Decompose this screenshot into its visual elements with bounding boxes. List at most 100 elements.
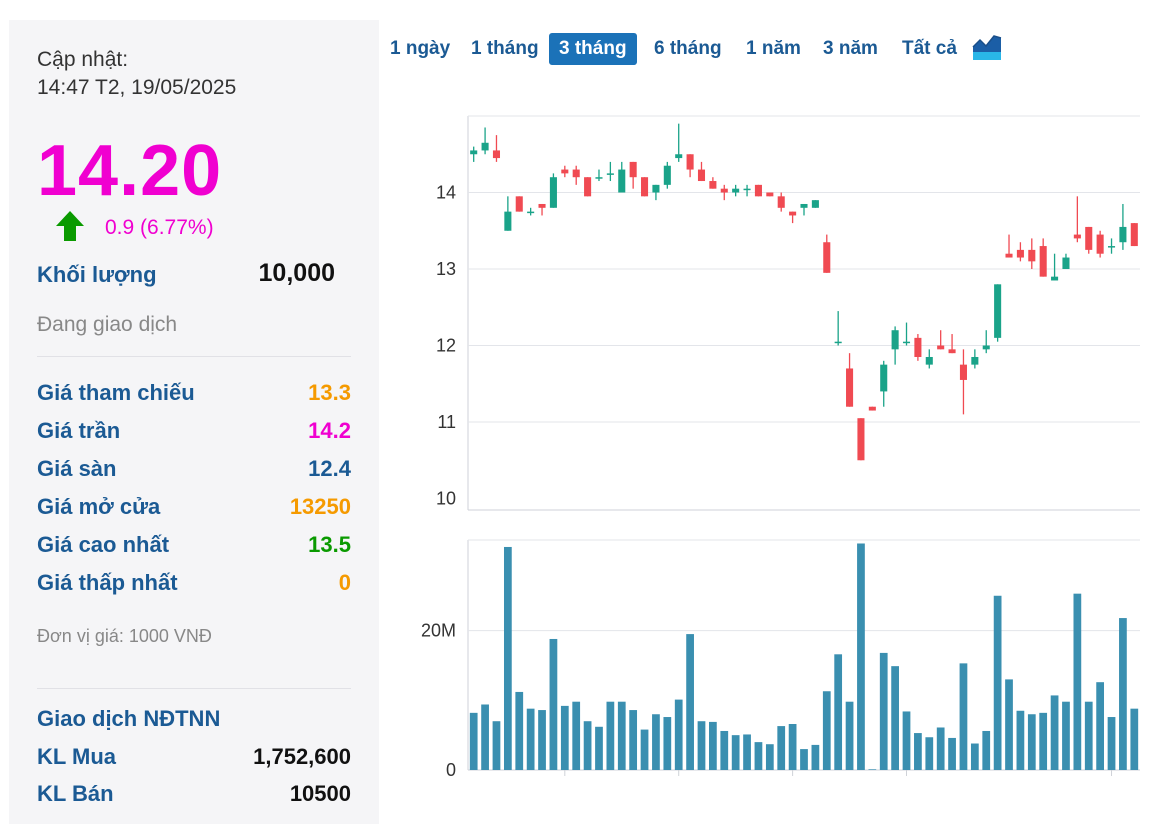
candle [618, 161, 626, 193]
candle [595, 169, 603, 182]
candle [891, 326, 899, 365]
volume-bar [948, 737, 956, 770]
candle [641, 177, 649, 197]
candle [1062, 253, 1070, 270]
candle-body [618, 169, 626, 193]
price-row-high: Giá cao nhất 13.5 [37, 532, 351, 562]
volume-bar [754, 742, 763, 770]
volume-bar [686, 634, 694, 770]
volume-bar [1016, 710, 1025, 770]
candle-body [902, 341, 911, 344]
price-tick-label: 12 [436, 336, 456, 356]
divider [37, 356, 351, 357]
tab-1-day[interactable]: 1 ngày [390, 38, 451, 59]
candle-body [811, 200, 819, 208]
candle-body [709, 181, 717, 189]
candle-body [606, 173, 614, 175]
x-tick-label: 14.04 [884, 788, 929, 790]
volume-bar [481, 704, 489, 770]
candle-body [515, 196, 523, 212]
candle-body [720, 188, 728, 193]
volume-bar [538, 710, 546, 770]
price-label: Giá tham chiếu [37, 380, 195, 405]
candle-body [527, 211, 535, 214]
volume-bar [560, 705, 569, 770]
volume-bar [674, 699, 683, 770]
candle-body [652, 184, 660, 193]
volume-bar [469, 712, 478, 770]
volume-bar [993, 595, 1002, 770]
candle-body [641, 177, 649, 197]
candle-body [948, 349, 956, 354]
candle-body [663, 165, 671, 185]
volume-bar [640, 729, 649, 770]
candle [1130, 223, 1138, 247]
candle-body [777, 196, 785, 208]
volume-series [469, 543, 1139, 770]
candle [902, 322, 911, 346]
area-chart-icon[interactable] [972, 33, 1002, 61]
volume-bar [1084, 701, 1093, 770]
price-grid [467, 115, 1140, 511]
candle [1028, 238, 1036, 270]
volume-bar [1027, 714, 1036, 770]
price-row-low: Giá thấp nhất 0 [37, 570, 351, 600]
candle [811, 200, 819, 208]
candle-body [834, 341, 842, 344]
candle [1107, 238, 1116, 254]
price-tick-label: 14 [436, 183, 456, 203]
volume-bar [549, 638, 558, 770]
candle [629, 161, 637, 189]
volume-bar [731, 735, 740, 770]
candle-body [504, 211, 512, 231]
candle-body [1051, 276, 1059, 281]
candle-body [481, 142, 489, 151]
candle [1085, 226, 1093, 254]
price-tick-label: 13 [436, 259, 456, 279]
candle [697, 161, 706, 182]
candle-body [1107, 246, 1116, 248]
candle [766, 192, 774, 197]
tab-3-years[interactable]: 3 năm [823, 38, 878, 59]
candle [823, 234, 831, 273]
candle-body [572, 169, 580, 178]
volume-bar [1107, 717, 1116, 770]
candle-body [823, 242, 831, 273]
trading-status: Đang giao dịch [37, 313, 178, 336]
volume-bar [572, 701, 581, 770]
candle [504, 196, 512, 231]
axis-labels: 10 11 12 13 14 0 20M [421, 183, 456, 780]
volume-bar [1130, 708, 1139, 770]
volume-bar [709, 721, 717, 770]
up-arrow-icon [56, 211, 84, 241]
candle-body [754, 184, 762, 197]
volume-bar [765, 744, 774, 770]
tab-1-month[interactable]: 1 tháng [471, 38, 539, 59]
price-label: Giá trần [37, 418, 121, 443]
candle [561, 165, 569, 178]
candle [732, 184, 740, 197]
candle-body [1073, 234, 1081, 239]
candle-body [697, 169, 706, 182]
foreign-title: Giao dịch NĐTNN [37, 706, 221, 731]
candle [675, 123, 683, 162]
volume-bar [800, 749, 808, 770]
candle-body [1096, 234, 1104, 254]
candle-body [492, 150, 501, 159]
tab-6-months[interactable]: 6 tháng [654, 38, 722, 59]
tab-1-year[interactable]: 1 năm [746, 38, 801, 59]
price-label: Giá thấp nhất [37, 570, 178, 595]
candle-body [914, 337, 922, 357]
x-tick-label: 12.05 [1089, 788, 1134, 790]
volume-bar [503, 546, 512, 770]
current-price: 14.20 [37, 131, 223, 211]
candle [1073, 196, 1081, 243]
candle [652, 184, 660, 201]
volume-bar [891, 666, 899, 770]
tab-all[interactable]: Tất cả [902, 38, 957, 59]
tab-3-months[interactable]: 3 tháng [549, 33, 637, 65]
volume-bar [970, 743, 979, 770]
x-tick-label: 17.03 [656, 788, 701, 790]
volume-bar [902, 711, 911, 770]
price-row-open: Giá mở cửa 13250 [37, 494, 351, 524]
